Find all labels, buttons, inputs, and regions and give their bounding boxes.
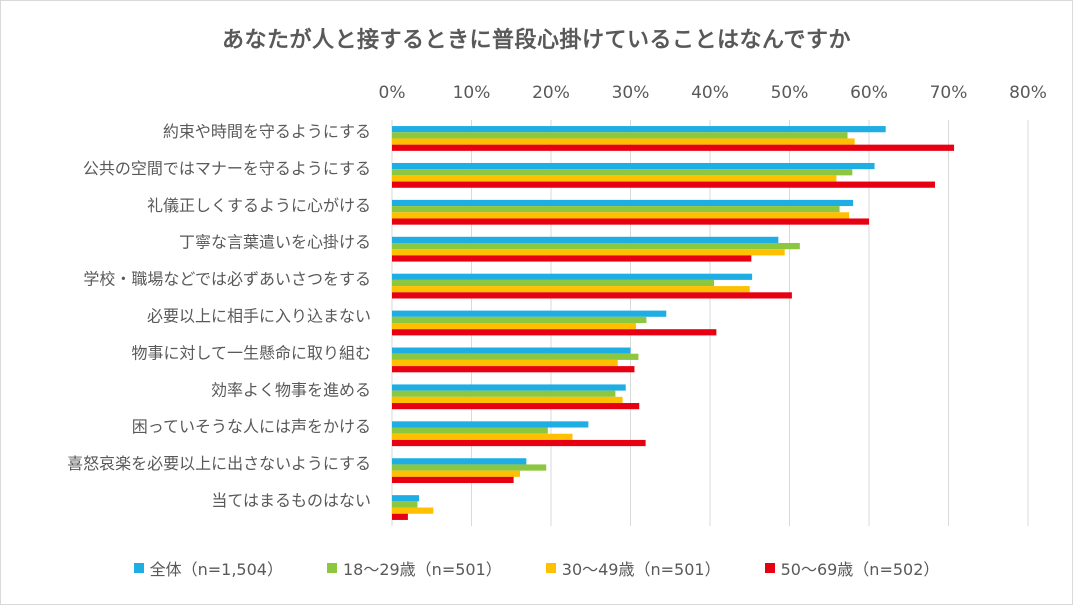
bar <box>392 353 639 360</box>
bar <box>392 366 635 373</box>
bar <box>392 175 837 182</box>
bar <box>392 310 667 317</box>
bar <box>392 470 520 477</box>
bar <box>392 495 420 502</box>
x-tick-label: 50% <box>771 83 809 103</box>
x-tick-label: 0% <box>379 83 406 103</box>
bar <box>392 206 840 213</box>
legend-swatch <box>545 563 556 573</box>
bar <box>392 292 792 299</box>
bar <box>392 390 616 397</box>
x-tick-label: 40% <box>691 83 729 103</box>
chart-title: あなたが人と接するときに普段心掛けていることはなんですか <box>222 28 851 53</box>
x-tick-label: 80% <box>1009 83 1047 103</box>
bar <box>392 458 527 465</box>
category-label: 約束や時間を守るようにする <box>163 122 371 141</box>
bar <box>392 464 547 471</box>
legend: 全体（n=1,504） 18～29歳（n=501） 30～49歳（n=501） 50～… <box>0 556 1073 580</box>
bar <box>392 236 779 243</box>
category-label: 必要以上に相手に入り込まない <box>147 307 371 326</box>
bar <box>392 181 935 188</box>
bar <box>392 279 714 287</box>
x-tick-label: 30% <box>612 83 650 103</box>
category-label: 学校・職場などでは必ずあいさつをする <box>83 270 371 289</box>
bar <box>392 439 646 447</box>
x-tick-label: 60% <box>850 83 888 103</box>
legend-item: 全体（n=1,504） <box>133 556 283 580</box>
x-axis-ticks: 0% 10% 20% 30% 40% 50% 60% 70% 80% <box>379 83 1047 103</box>
legend-swatch <box>133 563 144 573</box>
legend-swatch <box>326 563 337 573</box>
bar <box>392 384 626 391</box>
category-label: 丁寧な言葉遣いを心掛ける <box>179 233 371 252</box>
bar <box>392 427 548 434</box>
category-label: 物事に対して一生懸命に取り組む <box>131 343 371 362</box>
category-label: 効率よく物事を進める <box>211 380 371 399</box>
bar <box>392 218 869 225</box>
bar <box>392 242 800 250</box>
category-label: 困っていそうな人には声をかける <box>132 417 371 436</box>
legend-label: 30～49歳（n=501） <box>561 560 721 579</box>
bar <box>392 403 640 410</box>
bar <box>392 273 753 280</box>
bar <box>392 323 637 330</box>
bar <box>392 433 573 440</box>
bar <box>392 329 717 336</box>
legend-item: 18～29歳（n=501） <box>326 556 502 580</box>
bar <box>392 501 418 508</box>
bar <box>392 396 623 404</box>
category-label: 当てはまるものはない <box>211 491 371 510</box>
bars <box>392 126 955 520</box>
bar <box>392 255 752 262</box>
bar <box>392 199 854 207</box>
bar <box>392 507 434 514</box>
bar <box>392 347 631 354</box>
legend-item: 50～69歳（n=502） <box>764 556 940 580</box>
legend-swatch <box>764 563 775 573</box>
category-labels: 約束や時間を守るようにする公共の空間ではマナーを守るようにする礼儀正しくするよう… <box>67 122 371 510</box>
bar <box>392 212 850 219</box>
legend-label: 全体（n=1,504） <box>149 560 283 579</box>
bar <box>392 513 408 520</box>
bar <box>392 144 955 151</box>
category-label: 喜怒哀楽を必要以上に出さないようにする <box>67 454 371 473</box>
bar <box>392 286 750 293</box>
bar <box>392 132 848 139</box>
x-tick-label: 20% <box>532 83 570 103</box>
bar <box>392 249 785 256</box>
x-tick-label: 10% <box>453 83 491 103</box>
bar <box>392 359 618 367</box>
legend-item: 30～49歳（n=501） <box>545 556 721 580</box>
category-label: 礼儀正しくするように心がける <box>147 196 371 215</box>
bar <box>392 162 875 170</box>
bar <box>392 126 886 133</box>
x-tick-label: 70% <box>930 83 968 103</box>
bar <box>392 316 647 323</box>
bar <box>392 476 514 484</box>
bar <box>392 138 855 145</box>
legend-label: 18～29歳（n=501） <box>342 560 502 579</box>
bar <box>392 169 853 176</box>
bar <box>392 421 589 428</box>
category-label: 公共の空間ではマナーを守るようにする <box>83 159 371 178</box>
legend-label: 50～69歳（n=502） <box>780 560 940 579</box>
